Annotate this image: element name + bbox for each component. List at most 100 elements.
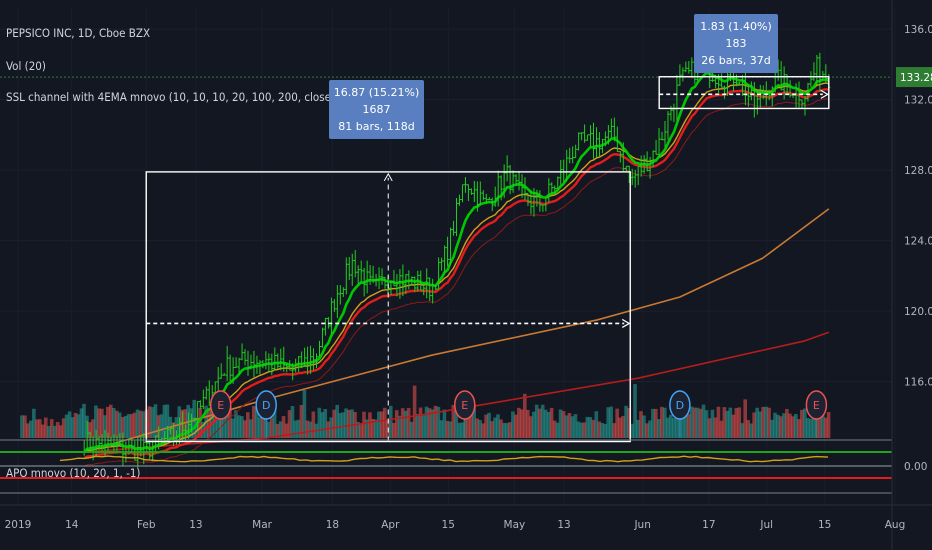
x-tick-label: Mar	[252, 519, 272, 531]
volume-bar	[246, 412, 250, 438]
x-tick-label: Aug	[885, 519, 906, 531]
volume-bar	[64, 414, 69, 438]
volume-bar	[597, 421, 602, 438]
volume-bar	[662, 407, 667, 438]
volume-bar	[776, 414, 780, 438]
volume-bar	[257, 417, 262, 438]
event-markers: E E ED D	[209, 390, 828, 438]
volume-bar	[469, 406, 473, 438]
measure-label-1: 16.87 (15.21%) 1687 81 bars, 118d	[329, 80, 424, 139]
volume-bar	[70, 417, 75, 438]
y-tick-label: 120.00	[904, 306, 932, 318]
volume-bar	[38, 419, 42, 438]
volume-bar	[135, 409, 140, 438]
volume-bar	[231, 418, 235, 438]
volume-bar	[639, 411, 643, 438]
legend-apo[interactable]: APO mnovo (10, 20, 1, -1)	[6, 466, 141, 480]
volume-bar	[237, 415, 241, 438]
volume-bar	[621, 415, 625, 438]
volume-bar	[826, 411, 831, 438]
volume-bar	[29, 420, 33, 438]
volume-bar	[657, 419, 661, 438]
x-tick-label: Feb	[137, 519, 156, 531]
volume-bar	[710, 409, 715, 438]
measure-label-2: 1.83 (1.40%) 183 26 bars, 37d	[694, 14, 778, 73]
volume-bar	[618, 417, 622, 438]
volume-bar	[707, 418, 712, 438]
volume-bar	[243, 420, 247, 438]
volume-bar	[794, 414, 798, 438]
volume-bar	[228, 406, 232, 438]
volume-bar	[67, 411, 72, 438]
measure-2-span: 26 bars, 37d	[701, 54, 771, 67]
volume-bar	[424, 406, 429, 438]
volume-bar	[594, 411, 599, 438]
volume-bar	[490, 421, 494, 438]
volume-bar	[266, 421, 271, 438]
volume-bar	[651, 408, 655, 438]
volume-bar	[308, 421, 313, 438]
volume-bar	[159, 414, 164, 438]
volume-bar	[540, 404, 545, 438]
volume-bar	[499, 419, 503, 438]
volume-bar	[561, 411, 566, 438]
volume-bar	[400, 408, 405, 438]
y-tick-label: 132.00	[904, 95, 932, 107]
volume-bar	[579, 422, 584, 438]
volume-bar	[573, 414, 578, 438]
volume-bar	[457, 422, 462, 438]
y-tick-label: 128.00	[904, 165, 932, 177]
volume-bar	[713, 417, 718, 438]
earnings-marker-2-badge	[805, 390, 828, 420]
volume-bar	[32, 408, 36, 438]
ssl-red-line	[83, 88, 829, 460]
volume-bar	[511, 411, 515, 438]
volume-bar	[481, 423, 485, 438]
volume-bar	[365, 419, 369, 438]
volume-bar	[234, 410, 238, 438]
volume-bar	[722, 407, 727, 438]
volume-bar	[412, 385, 417, 438]
legend-symbol[interactable]: PEPSICO INC, 1D, Cboe BZX	[6, 26, 151, 40]
volume-bar	[383, 407, 387, 438]
volume-bar	[350, 409, 354, 438]
volume-bar	[674, 418, 679, 438]
volume-bar	[773, 412, 777, 438]
measure-arrow-2	[820, 89, 830, 99]
x-tick-label: May	[504, 519, 526, 531]
volume-bar	[508, 422, 512, 438]
volume-bar	[746, 420, 750, 438]
volume-bar	[698, 408, 703, 438]
candles	[82, 50, 831, 469]
measurement-tools	[145, 76, 830, 443]
volume-bar	[52, 425, 57, 438]
ssl-low-line	[83, 98, 829, 467]
volume-bar	[162, 404, 167, 438]
volume-bar	[502, 422, 506, 438]
volume-bar	[752, 412, 756, 438]
volume-bar	[683, 410, 688, 438]
volume-bar	[612, 423, 616, 438]
dividend-marker-1-letter: D	[676, 399, 684, 412]
x-tick-label: 13	[189, 519, 202, 531]
legend-volume[interactable]: Vol (20)	[6, 59, 46, 73]
volume-bar	[627, 408, 631, 438]
volume-bar	[106, 406, 110, 438]
volume-bar	[296, 419, 301, 438]
volume-bar	[362, 411, 366, 438]
x-tick-label: 13	[557, 519, 570, 531]
volume-bar	[517, 407, 521, 438]
earnings-marker-2-letter: E	[813, 399, 820, 412]
volume-bar	[100, 408, 104, 438]
volume-bar	[770, 419, 774, 438]
volume-bar	[642, 415, 646, 438]
volume-bar	[374, 419, 378, 438]
volume-bar	[79, 408, 84, 438]
volume-bar	[665, 417, 670, 438]
volume-bar	[564, 415, 569, 438]
volume-bar	[430, 409, 435, 438]
volume-bar	[475, 418, 479, 438]
legend-ssl[interactable]: SSL channel with 4EMA mnovo (10, 10, 10,…	[6, 90, 355, 104]
